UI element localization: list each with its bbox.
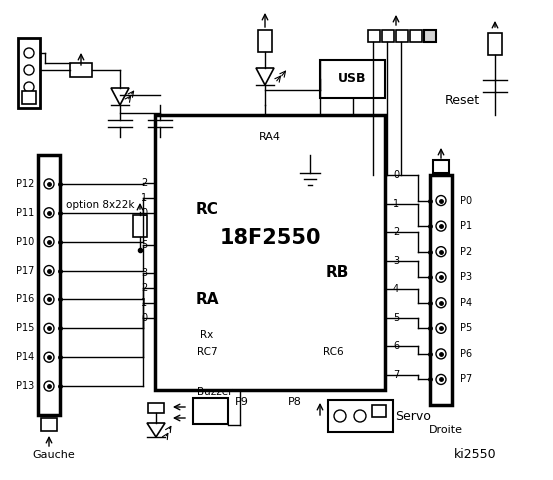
Text: P10: P10: [15, 237, 34, 247]
Text: P4: P4: [460, 298, 472, 308]
Bar: [430, 175, 452, 405]
Text: Buzzer: Buzzer: [197, 387, 233, 397]
Text: 2: 2: [141, 178, 147, 188]
Text: 3: 3: [141, 268, 147, 278]
Bar: [193, 398, 228, 424]
Text: 1: 1: [393, 199, 399, 209]
Bar: [258, 30, 272, 52]
Text: 2: 2: [141, 283, 147, 293]
Text: option 8x22k: option 8x22k: [66, 200, 134, 210]
Circle shape: [436, 349, 446, 359]
Text: P15: P15: [15, 324, 34, 333]
Bar: [382, 30, 394, 42]
Circle shape: [436, 221, 446, 231]
Text: 7: 7: [393, 370, 399, 380]
Bar: [22, 91, 36, 104]
Bar: [368, 30, 380, 42]
Bar: [70, 63, 92, 77]
Text: P9: P9: [235, 397, 249, 407]
Text: 5: 5: [141, 240, 147, 250]
Text: RC: RC: [196, 203, 218, 217]
Text: Rx: Rx: [200, 330, 213, 340]
Text: ki2550: ki2550: [453, 448, 496, 461]
Text: 0: 0: [141, 313, 147, 323]
Text: P17: P17: [15, 265, 34, 276]
Text: RB: RB: [325, 265, 349, 280]
Bar: [488, 33, 502, 55]
Text: 0: 0: [393, 170, 399, 180]
Text: Gauche: Gauche: [33, 450, 75, 460]
Circle shape: [436, 324, 446, 333]
Circle shape: [44, 208, 54, 218]
Circle shape: [44, 179, 54, 189]
Circle shape: [436, 272, 446, 282]
Circle shape: [44, 381, 54, 391]
Circle shape: [24, 48, 34, 58]
Text: Droite: Droite: [429, 425, 463, 435]
Text: P3: P3: [460, 272, 472, 282]
Circle shape: [334, 410, 346, 422]
Text: P7: P7: [460, 374, 472, 384]
Text: 0: 0: [141, 208, 147, 218]
Circle shape: [44, 265, 54, 276]
Circle shape: [24, 65, 34, 75]
Circle shape: [436, 374, 446, 384]
Circle shape: [44, 352, 54, 362]
Text: P6: P6: [460, 349, 472, 359]
Text: P13: P13: [15, 381, 34, 391]
Bar: [148, 403, 164, 413]
Bar: [38, 155, 60, 415]
Text: 1: 1: [141, 298, 147, 308]
Bar: [41, 418, 57, 431]
Bar: [155, 115, 385, 390]
Text: Servo: Servo: [395, 409, 431, 422]
Text: Reset: Reset: [445, 94, 479, 107]
Circle shape: [44, 294, 54, 304]
Text: P12: P12: [15, 179, 34, 189]
Circle shape: [24, 82, 34, 92]
Text: 1: 1: [141, 193, 147, 203]
Text: RA: RA: [195, 292, 219, 308]
Text: P16: P16: [15, 294, 34, 304]
Text: 2: 2: [393, 227, 399, 237]
Text: P5: P5: [460, 324, 472, 333]
Text: 18F2550: 18F2550: [219, 228, 321, 248]
Text: RC6: RC6: [323, 347, 343, 357]
Bar: [396, 30, 408, 42]
Text: P11: P11: [15, 208, 34, 218]
Bar: [372, 405, 386, 417]
Text: 3: 3: [393, 256, 399, 266]
Text: USB: USB: [338, 72, 367, 85]
Circle shape: [354, 410, 366, 422]
Text: P14: P14: [15, 352, 34, 362]
Circle shape: [436, 247, 446, 257]
Bar: [328, 400, 393, 432]
Bar: [410, 30, 422, 42]
Circle shape: [44, 324, 54, 333]
Bar: [320, 60, 385, 98]
Text: P0: P0: [460, 195, 472, 205]
Bar: [133, 215, 147, 237]
Text: RA4: RA4: [259, 132, 281, 142]
Bar: [424, 30, 436, 42]
Text: RC7: RC7: [197, 347, 217, 357]
Text: P2: P2: [460, 247, 472, 257]
Text: P1: P1: [460, 221, 472, 231]
Circle shape: [44, 237, 54, 247]
Text: 6: 6: [393, 341, 399, 351]
Text: 4: 4: [393, 284, 399, 294]
Bar: [18, 38, 40, 108]
Text: P8: P8: [288, 397, 302, 407]
Circle shape: [436, 298, 446, 308]
Text: 5: 5: [393, 313, 399, 323]
Circle shape: [436, 195, 446, 205]
Bar: [433, 160, 449, 173]
